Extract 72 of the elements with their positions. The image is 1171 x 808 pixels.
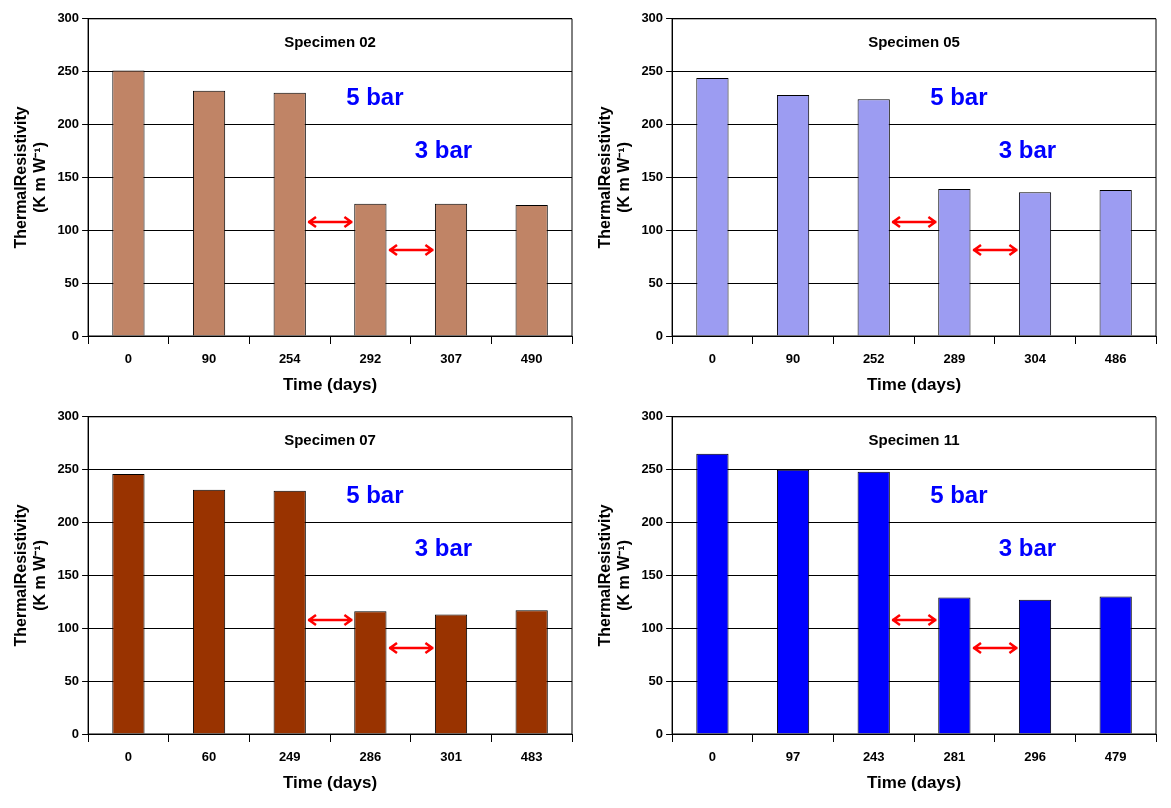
text: Specimen 07: [284, 430, 376, 448]
y-axis-title: ThermalResistivity (K m W⁻¹): [12, 106, 49, 249]
annotation: 3 bar: [414, 533, 473, 561]
x-tick-label: 304: [1024, 351, 1047, 367]
y-axis-title: ThermalResistivity (K m W⁻¹): [596, 504, 633, 647]
annotation: 3 bar: [414, 135, 473, 163]
y-tick-label: 300: [57, 408, 80, 424]
y-axis-title: ThermalResistivity (K m W⁻¹): [12, 504, 49, 647]
x-tick-label: 486: [1104, 351, 1127, 367]
y-tick-label: 0: [71, 725, 80, 741]
x-tick-label: 243: [862, 749, 885, 765]
y-tick-label: 300: [641, 408, 664, 424]
x-tick-label: 0: [124, 351, 133, 367]
y-tick-label: 50: [64, 672, 80, 688]
y-tick-label: 250: [57, 63, 80, 79]
x-tick-label: 296: [1024, 749, 1046, 765]
y-tick-label: 250: [57, 461, 80, 477]
x-tick-label: 307: [440, 351, 462, 367]
annotation: 5 bar: [930, 480, 988, 508]
y-tick-label: 0: [655, 725, 664, 741]
y-tick-label: 150: [641, 168, 664, 184]
y-tick-label: 200: [641, 116, 664, 132]
x-tick-label: 281: [943, 749, 966, 765]
x-tick-label: 292: [359, 351, 382, 367]
y-tick-label: 300: [57, 10, 80, 26]
x-tick-label: 0: [124, 749, 133, 765]
x-tick-label: 286: [359, 749, 382, 765]
x-tick-label: 90: [785, 351, 801, 367]
y-tick-label: 0: [655, 327, 664, 343]
x-axis-title: Time (days): [866, 773, 962, 793]
y-tick-label: 250: [641, 63, 664, 79]
annotation: 5 bar: [930, 82, 988, 110]
y-tick-label: 50: [648, 672, 664, 688]
y-tick-label: 150: [57, 168, 80, 184]
x-tick-label: 249: [278, 749, 301, 765]
y-tick-label: 250: [641, 461, 664, 477]
y-tick-label: 200: [57, 116, 80, 132]
x-tick-label: 490: [520, 351, 543, 367]
y-tick-label: 50: [64, 274, 80, 290]
annotation: 5 bar: [346, 82, 404, 110]
annotation: 3 bar: [998, 533, 1057, 561]
y-tick-label: 150: [57, 566, 80, 582]
y-tick-label: 50: [648, 274, 664, 290]
annotation: 3 bar: [998, 135, 1057, 163]
x-tick-label: 90: [201, 351, 217, 367]
x-tick-label: 97: [785, 749, 801, 765]
x-tick-label: 479: [1104, 749, 1127, 765]
y-tick-label: 100: [57, 221, 80, 237]
x-tick-label: 0: [708, 351, 717, 367]
y-tick-label: 200: [57, 514, 80, 530]
x-tick-label: 60: [201, 749, 217, 765]
x-tick-label: 483: [520, 749, 543, 765]
text: Specimen 02: [284, 32, 376, 50]
y-tick-label: 0: [71, 327, 80, 343]
annotation: 5 bar: [346, 480, 404, 508]
y-tick-label: 300: [641, 10, 664, 26]
x-tick-label: 0: [708, 749, 717, 765]
text: Specimen 05: [868, 32, 960, 50]
x-tick-label: 301: [440, 749, 462, 765]
y-tick-label: 100: [641, 619, 664, 635]
y-tick-label: 100: [641, 221, 664, 237]
y-tick-label: 100: [57, 619, 80, 635]
x-tick-label: 252: [862, 351, 885, 367]
y-tick-label: 150: [641, 566, 664, 582]
x-axis-title: Time (days): [282, 773, 378, 793]
y-tick-label: 200: [641, 514, 664, 530]
x-axis-title: Time (days): [282, 375, 378, 395]
x-tick-label: 289: [943, 351, 966, 367]
x-tick-label: 254: [278, 351, 302, 367]
x-axis-title: Time (days): [866, 375, 962, 395]
text: Specimen 11: [868, 430, 960, 448]
y-axis-title: ThermalResistivity (K m W⁻¹): [596, 106, 633, 249]
